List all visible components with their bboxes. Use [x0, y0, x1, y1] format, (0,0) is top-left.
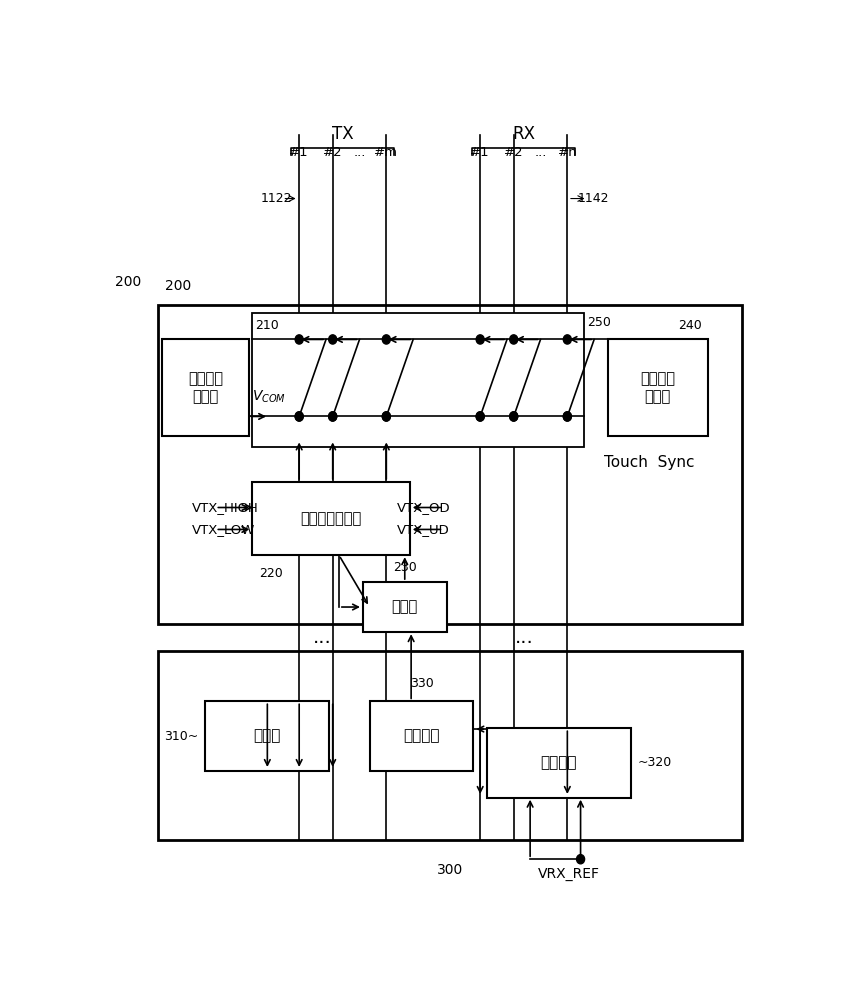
Text: 330: 330 — [410, 677, 433, 690]
Text: Touch  Sync: Touch Sync — [604, 455, 695, 470]
Circle shape — [563, 335, 572, 344]
Bar — [253, 482, 410, 555]
Bar — [487, 728, 631, 798]
Bar — [363, 582, 446, 632]
Text: #1: #1 — [290, 145, 309, 158]
Text: #2: #2 — [504, 145, 523, 158]
Text: ~320: ~320 — [638, 756, 672, 769]
Text: VTX_UD: VTX_UD — [397, 523, 450, 536]
Text: ...: ... — [313, 628, 332, 647]
Circle shape — [476, 412, 484, 421]
Circle shape — [563, 412, 572, 421]
Text: 310~: 310~ — [164, 730, 199, 742]
Text: 寄存器: 寄存器 — [392, 600, 418, 615]
Bar — [253, 313, 584, 447]
Text: VRX_REF: VRX_REF — [538, 867, 599, 881]
Bar — [369, 701, 473, 771]
Circle shape — [577, 855, 585, 864]
Text: 210: 210 — [256, 319, 279, 332]
Circle shape — [476, 335, 484, 344]
Text: VTX_LOW: VTX_LOW — [192, 523, 255, 536]
Text: 同步信号
产生器: 同步信号 产生器 — [640, 371, 676, 404]
Bar — [607, 339, 708, 436]
Text: 驱动脉冲产生器: 驱动脉冲产生器 — [300, 511, 362, 526]
Circle shape — [295, 335, 304, 344]
Circle shape — [329, 335, 336, 344]
Text: 驱动器: 驱动器 — [253, 728, 281, 744]
Text: 300: 300 — [437, 863, 463, 877]
Text: 200: 200 — [165, 279, 191, 293]
Text: 240: 240 — [677, 319, 702, 332]
Text: 公共电压
产生器: 公共电压 产生器 — [188, 371, 223, 404]
Text: #m: #m — [375, 145, 398, 158]
Text: #2: #2 — [323, 145, 343, 158]
Circle shape — [295, 412, 304, 421]
Text: 250: 250 — [587, 316, 612, 329]
Circle shape — [476, 412, 484, 421]
Text: 220: 220 — [259, 567, 283, 580]
Text: #1: #1 — [471, 145, 490, 158]
Text: #n: #n — [558, 145, 577, 158]
Text: TX: TX — [332, 125, 354, 143]
Circle shape — [509, 335, 518, 344]
Text: VTX_HIGH: VTX_HIGH — [192, 501, 259, 514]
Bar — [162, 339, 249, 436]
Text: 200: 200 — [115, 275, 142, 289]
Circle shape — [509, 412, 518, 421]
Circle shape — [295, 412, 304, 421]
Circle shape — [329, 412, 336, 421]
Text: RX: RX — [512, 125, 535, 143]
Bar — [158, 651, 741, 840]
Text: $V_{COM}$: $V_{COM}$ — [253, 388, 286, 405]
Text: 1142: 1142 — [578, 192, 609, 205]
Text: ...: ... — [515, 628, 533, 647]
Text: 感测单元: 感测单元 — [541, 755, 577, 770]
Bar — [158, 305, 741, 624]
Text: VTX_OD: VTX_OD — [396, 501, 450, 514]
Circle shape — [382, 412, 390, 421]
Circle shape — [509, 412, 518, 421]
Circle shape — [382, 412, 390, 421]
Bar — [205, 701, 330, 771]
Circle shape — [563, 412, 572, 421]
Text: ...: ... — [535, 145, 547, 158]
Text: 230: 230 — [393, 561, 417, 574]
Text: ...: ... — [353, 145, 366, 158]
Text: 运算单元: 运算单元 — [403, 728, 439, 744]
Circle shape — [329, 412, 336, 421]
Circle shape — [382, 335, 390, 344]
Text: 1122: 1122 — [261, 192, 292, 205]
